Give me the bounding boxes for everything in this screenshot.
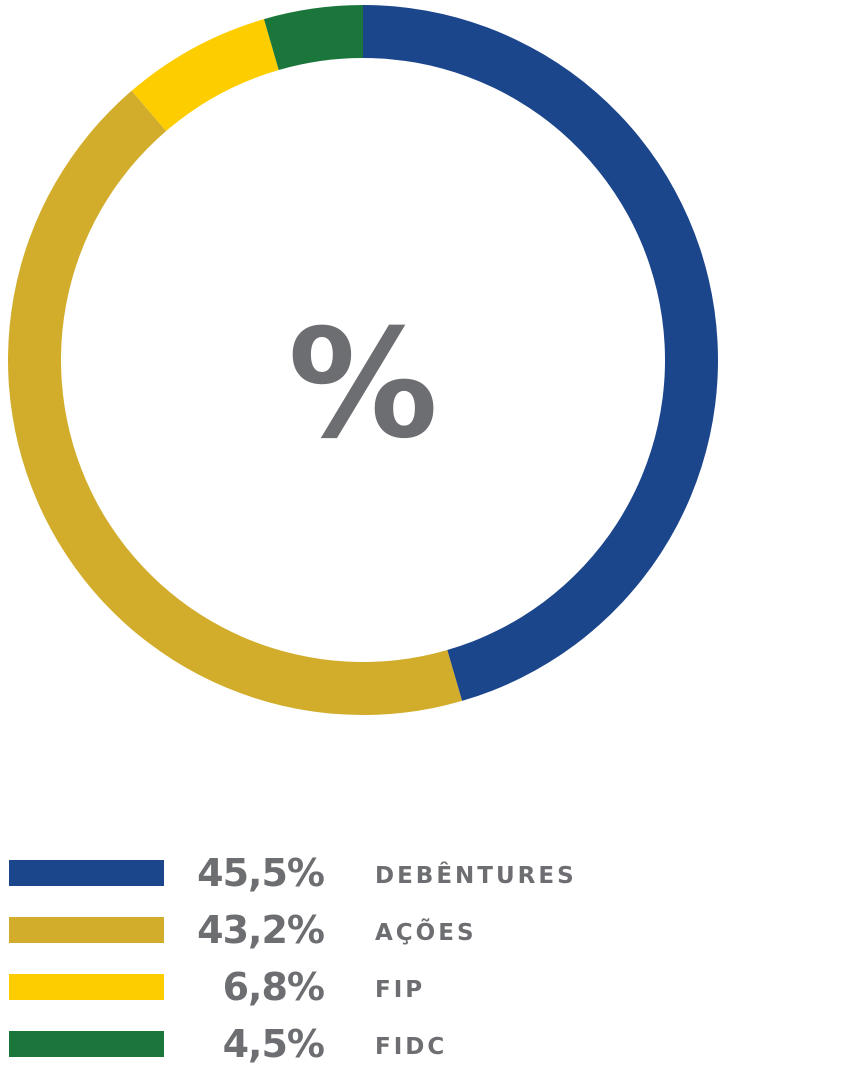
legend-value: 4,5%	[222, 1022, 325, 1066]
legend-swatch	[9, 974, 164, 1000]
legend-item-fidc: 4,5% FIDC	[9, 1017, 629, 1074]
center-percent-label: %	[288, 298, 438, 472]
legend: 45,5% DEBÊNTURES 43,2% AÇÕES 6,8% FIP 4,…	[9, 846, 629, 1074]
legend-swatch	[9, 917, 164, 943]
legend-swatch	[9, 860, 164, 886]
legend-label: FIDC	[375, 1034, 448, 1060]
legend-value: 43,2%	[197, 908, 325, 952]
legend-item-acoes: 43,2% AÇÕES	[9, 903, 629, 960]
legend-label: AÇÕES	[375, 920, 477, 946]
legend-value: 45,5%	[197, 851, 325, 895]
legend-value: 6,8%	[222, 965, 325, 1009]
donut-slice-3	[263, 5, 363, 70]
legend-label: DEBÊNTURES	[375, 863, 577, 889]
donut-slices	[8, 5, 718, 716]
donut-slice-2	[131, 19, 279, 131]
legend-swatch	[9, 1031, 164, 1057]
legend-label: FIP	[375, 977, 426, 1003]
donut-slice-1	[8, 90, 463, 716]
legend-item-debentures: 45,5% DEBÊNTURES	[9, 846, 629, 903]
donut-slice-0	[363, 5, 718, 701]
legend-item-fip: 6,8% FIP	[9, 960, 629, 1017]
donut-chart: %	[8, 5, 718, 716]
